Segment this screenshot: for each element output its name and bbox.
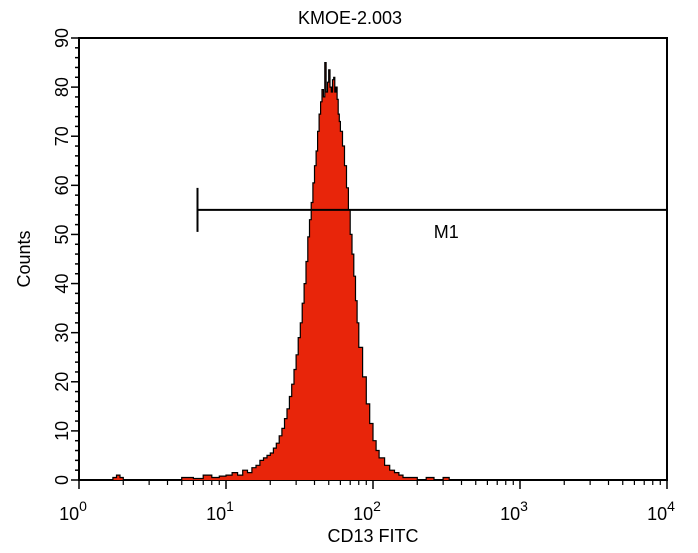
y-tick-label: 90 xyxy=(52,28,72,48)
x-tick-label: 103 xyxy=(500,498,528,524)
y-tick-label: 50 xyxy=(52,224,72,244)
y-tick-label: 20 xyxy=(52,372,72,392)
y-tick-label: 80 xyxy=(52,77,72,97)
y-tick-label: 40 xyxy=(52,274,72,294)
y-tick-label: 10 xyxy=(52,421,72,441)
x-tick-label: 104 xyxy=(647,498,675,524)
histogram-fill xyxy=(79,62,667,480)
x-axis-label: CD13 FITC xyxy=(327,526,418,546)
chart-title: KMOE-2.003 xyxy=(298,8,402,28)
x-axis-ticks: 100 101 102 103 104 xyxy=(59,480,675,524)
y-axis-label: Counts xyxy=(14,230,34,287)
marker-m1: M1 xyxy=(196,187,667,242)
y-tick-label: 30 xyxy=(52,323,72,343)
marker-label: M1 xyxy=(434,222,459,242)
plot-frame xyxy=(78,37,668,481)
y-tick-label: 0 xyxy=(52,475,72,485)
x-tick-label: 101 xyxy=(206,498,234,524)
y-tick-label: 60 xyxy=(52,175,72,195)
histogram-outline xyxy=(79,62,667,481)
y-tick-label: 70 xyxy=(52,126,72,146)
y-axis-ticks: 0 10 20 30 40 50 60 70 80 90 xyxy=(52,28,79,485)
x-tick-label: 100 xyxy=(59,498,87,524)
x-tick-label: 102 xyxy=(353,498,381,524)
